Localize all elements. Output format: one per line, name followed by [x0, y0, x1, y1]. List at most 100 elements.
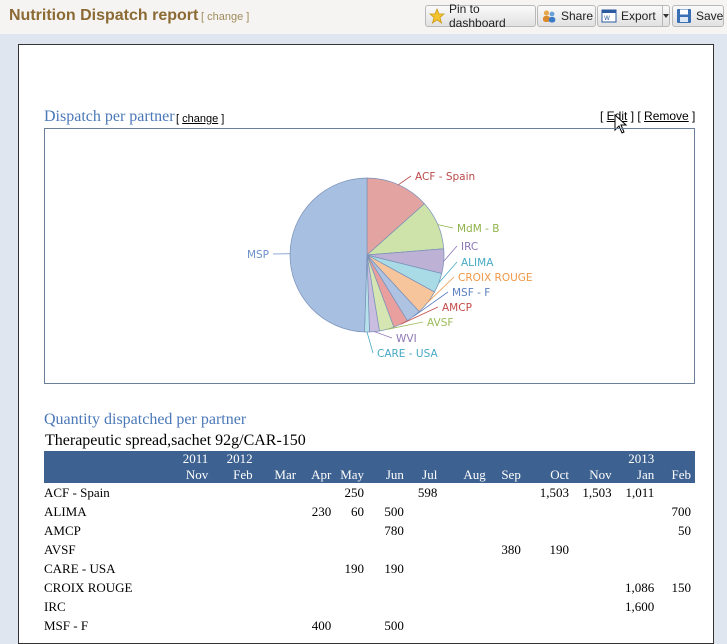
value-cell [257, 559, 300, 578]
value-cell: 150 [658, 578, 695, 597]
save-button[interactable]: Save [672, 5, 724, 27]
value-cell [573, 502, 616, 521]
month-header-cell[interactable]: Nov [573, 467, 616, 483]
pie-label-acf-spain: ACF - Spain [415, 171, 475, 183]
value-cell [441, 540, 489, 559]
pie-connector-acf-spain [398, 176, 411, 185]
value-cell [441, 559, 489, 578]
value-cell [300, 521, 335, 540]
value-cell [408, 597, 441, 616]
quantity-section-title: Quantity dispatched per partner [44, 411, 246, 429]
value-cell [408, 616, 441, 635]
partner-cell: ACF - Spain [44, 483, 171, 502]
month-header-cell[interactable]: Feb [212, 467, 256, 483]
pie-label-mdm-b: MdM - B [457, 223, 499, 235]
value-cell [525, 597, 573, 616]
value-cell [441, 578, 489, 597]
save-label: Save [696, 9, 723, 23]
year-header-cell [335, 451, 368, 467]
pie-label-amcp: AMCP [442, 302, 472, 314]
value-cell [257, 578, 300, 597]
month-header-cell[interactable]: Apr [300, 467, 335, 483]
month-header-cell[interactable]: Aug [441, 467, 489, 483]
share-label: Share [561, 9, 593, 23]
value-cell [573, 616, 616, 635]
month-header-cell[interactable]: Mar [257, 467, 300, 483]
month-header-cell[interactable]: Sep [490, 467, 525, 483]
month-header-cell[interactable]: Oct [525, 467, 573, 483]
value-cell [408, 521, 441, 540]
table-row: IRC 1,600 [44, 597, 695, 616]
value-cell: 230 [300, 502, 335, 521]
year-header-blank [44, 451, 171, 467]
month-header-cell[interactable]: Jul [408, 467, 441, 483]
value-cell [658, 616, 695, 635]
value-cell: 500 [368, 502, 408, 521]
year-header-cell [257, 451, 300, 467]
value-cell: 1,503 [525, 483, 573, 502]
export-button[interactable]: W Export [597, 5, 670, 27]
partner-cell: ALIMA [44, 502, 171, 521]
value-cell [490, 559, 525, 578]
section-change-link[interactable]: change [182, 113, 218, 125]
value-cell [257, 540, 300, 559]
value-cell [257, 483, 300, 502]
value-cell [573, 597, 616, 616]
value-cell [408, 540, 441, 559]
value-cell [658, 540, 695, 559]
value-cell: 598 [408, 483, 441, 502]
value-cell [525, 502, 573, 521]
value-cell [212, 483, 256, 502]
value-cell: 500 [368, 616, 408, 635]
value-cell [573, 578, 616, 597]
pie-label-msf-f: MSF - F [452, 287, 490, 299]
value-cell [525, 559, 573, 578]
partner-cell: IRC [44, 597, 171, 616]
value-cell [212, 578, 256, 597]
value-cell: 1,503 [573, 483, 616, 502]
export-document-icon: W [601, 8, 617, 24]
export-dropdown-toggle[interactable] [662, 6, 669, 26]
value-cell: 1,600 [616, 597, 659, 616]
month-header-blank [44, 467, 171, 483]
report-title: Nutrition Dispatch report [9, 7, 198, 25]
value-cell [490, 502, 525, 521]
value-cell [573, 521, 616, 540]
value-cell [171, 578, 212, 597]
value-cell: 700 [658, 502, 695, 521]
value-cell [441, 521, 489, 540]
value-cell [490, 616, 525, 635]
export-label: Export [621, 9, 656, 23]
report-change-link[interactable]: change [207, 11, 243, 23]
year-header-cell [368, 451, 408, 467]
value-cell [490, 483, 525, 502]
value-cell [408, 559, 441, 578]
month-header-cell[interactable]: Jan [616, 467, 659, 483]
year-header-cell [408, 451, 441, 467]
value-cell: 60 [335, 502, 368, 521]
month-header-cell[interactable]: Feb [658, 467, 695, 483]
value-cell [300, 540, 335, 559]
year-header-cell [573, 451, 616, 467]
share-button[interactable]: Share [537, 5, 596, 27]
pie-connector-wvi [374, 332, 392, 338]
value-cell [335, 597, 368, 616]
value-cell: 190 [335, 559, 368, 578]
month-header-cell[interactable]: Jun [368, 467, 408, 483]
pin-to-dashboard-button[interactable]: Pin to dashboard [425, 5, 536, 27]
pie-slice-msp[interactable] [290, 178, 367, 332]
pie-label-care-usa: CARE - USA [377, 348, 438, 360]
month-header-cell[interactable]: May [335, 467, 368, 483]
remove-link[interactable]: Remove [644, 109, 689, 123]
value-cell [171, 597, 212, 616]
value-cell [616, 616, 659, 635]
month-header-cell[interactable]: Nov [171, 467, 212, 483]
value-cell: 1,086 [616, 578, 659, 597]
